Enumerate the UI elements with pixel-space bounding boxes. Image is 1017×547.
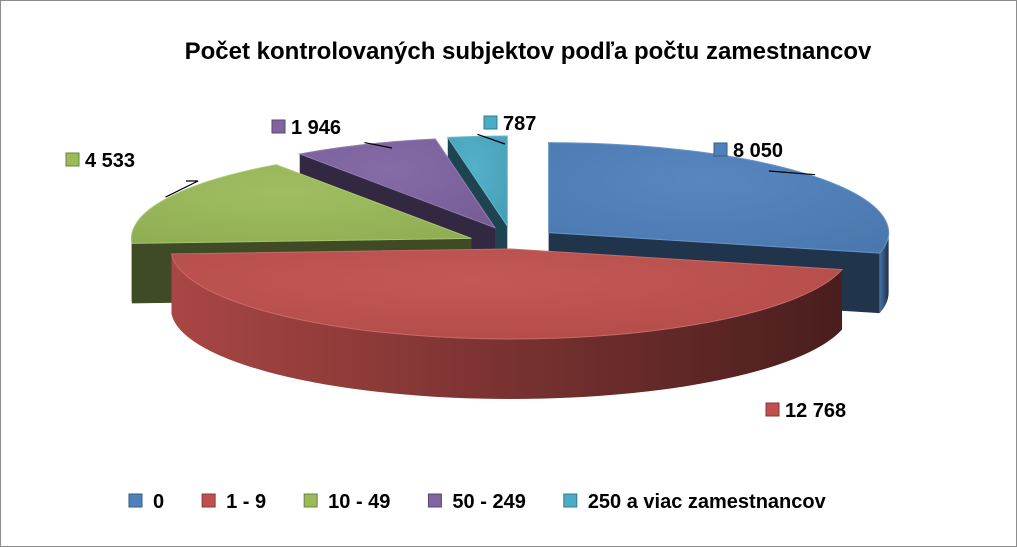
legend-item: 50 - 249 — [427, 491, 526, 513]
slice-top-250-a-viac-zamestnancov — [446, 135, 508, 228]
legend-swatch — [563, 493, 578, 508]
data-label-value: 4 533 — [85, 150, 135, 172]
data-label: 787 — [477, 113, 536, 145]
legend-swatch — [427, 493, 442, 508]
legend-label: 250 a viac zamestnancov — [588, 491, 827, 513]
data-label: 4 533 — [65, 150, 199, 198]
data-label: 12 768 — [765, 400, 846, 422]
data-label-value: 787 — [503, 113, 536, 135]
label-color-key — [271, 119, 286, 134]
slice-outer-wall — [879, 232, 889, 314]
legend-label: 50 - 249 — [452, 491, 525, 513]
legend-label: 1 - 9 — [226, 491, 266, 513]
data-label-value: 12 768 — [785, 400, 846, 422]
slice-top-0 — [548, 142, 890, 254]
slice-outer-wall — [171, 253, 843, 399]
data-label-value: 1 946 — [291, 117, 341, 139]
pie-slices — [130, 135, 890, 399]
pie-slice — [170, 248, 844, 399]
leader-line — [477, 133, 506, 145]
legend-item: 1 - 9 — [201, 491, 266, 513]
leader-line — [364, 141, 393, 149]
legend-label: 0 — [153, 491, 164, 513]
label-color-key — [483, 115, 498, 130]
data-labels: 8 050 12 768 4 533 1 946 787 — [65, 113, 846, 422]
chart-title: Počet kontrolovaných subjektov podľa poč… — [185, 38, 872, 65]
legend-item: 10 - 49 — [303, 491, 390, 513]
label-color-key — [765, 402, 780, 417]
legend-label: 10 - 49 — [328, 491, 390, 513]
slice-top-50-249 — [297, 138, 497, 229]
legend: 0 1 - 9 10 - 49 50 - 249 250 a viac zamestna… — [128, 491, 827, 513]
slice-top-1-9 — [170, 248, 844, 340]
data-label: 1 946 — [271, 117, 393, 149]
slice-outer-wall — [131, 238, 132, 304]
data-label-value: 8 050 — [733, 140, 783, 162]
leader-line — [768, 170, 816, 176]
data-label: 8 050 — [713, 140, 816, 176]
legend-item: 250 a viac zamestnancov — [563, 491, 827, 513]
legend-item: 0 — [128, 491, 164, 513]
leader-line — [165, 180, 199, 198]
legend-swatch — [303, 493, 318, 508]
legend-swatch — [201, 493, 216, 508]
slice-top-10-49 — [130, 164, 472, 244]
label-color-key — [65, 152, 80, 167]
legend-swatch — [128, 493, 143, 508]
label-color-key — [713, 142, 728, 157]
